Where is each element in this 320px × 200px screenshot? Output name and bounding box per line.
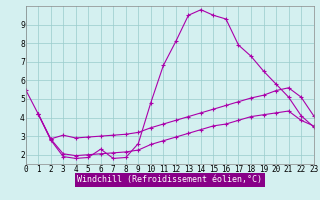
- X-axis label: Windchill (Refroidissement éolien,°C): Windchill (Refroidissement éolien,°C): [77, 175, 262, 184]
